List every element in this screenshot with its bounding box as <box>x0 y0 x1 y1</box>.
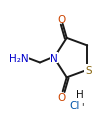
Text: H: H <box>76 89 84 99</box>
Text: O: O <box>57 15 65 24</box>
Text: Cl: Cl <box>69 100 80 110</box>
Text: N: N <box>50 53 58 63</box>
Text: O: O <box>57 92 65 102</box>
Text: H₂N: H₂N <box>9 53 28 63</box>
Text: S: S <box>85 65 92 75</box>
Text: ': ' <box>81 102 83 111</box>
